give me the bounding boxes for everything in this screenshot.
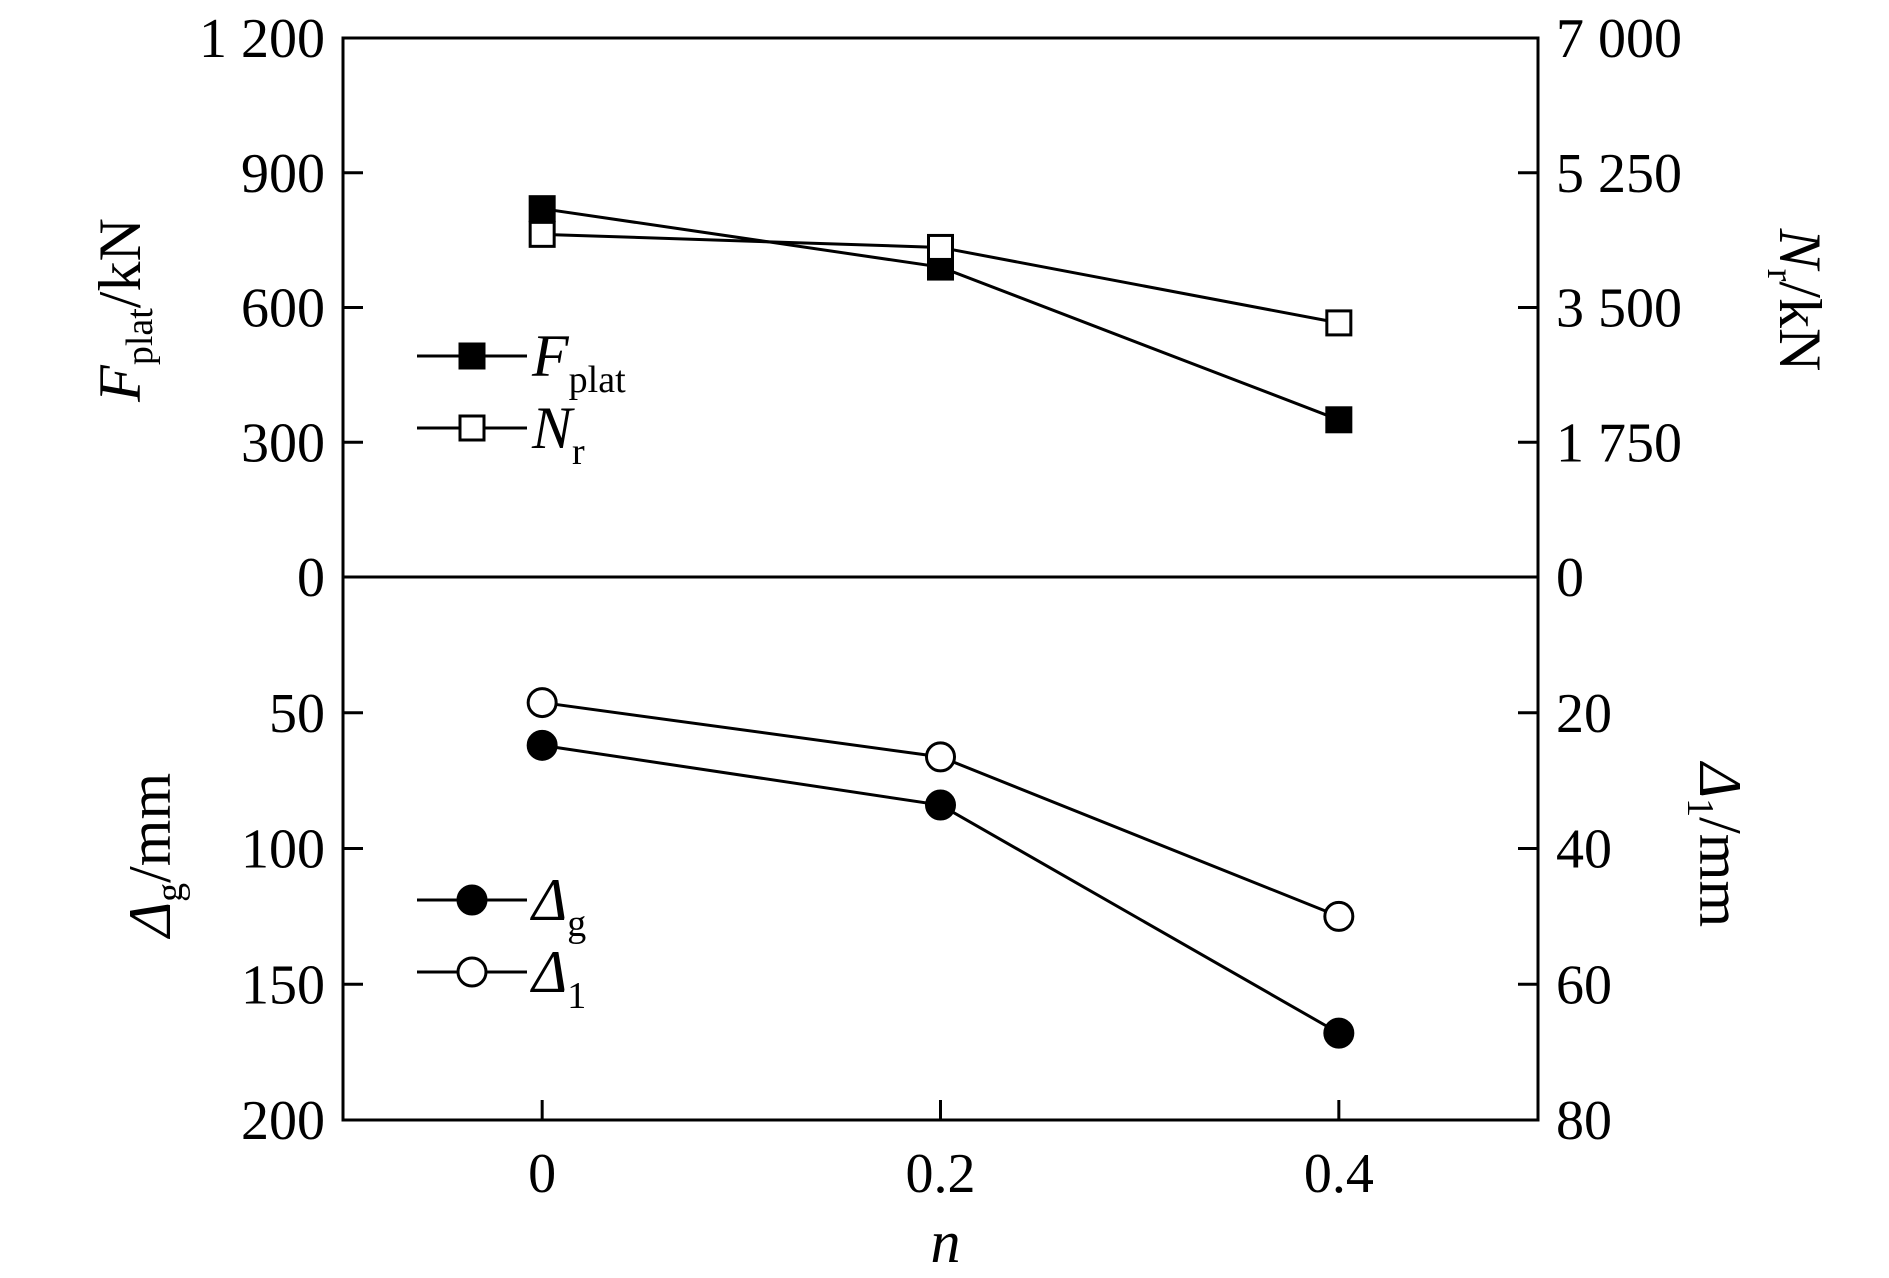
right-tick-label: 7 000	[1556, 8, 1682, 70]
right-axis-title-bottom: Δ1/mm	[1679, 761, 1753, 927]
right-axis-title-top: Nr/kN	[1759, 228, 1833, 372]
left-axis-title-top: Fplat/kN	[87, 218, 161, 403]
left-tick-label: 150	[241, 954, 325, 1016]
right-tick-label: 1 750	[1556, 412, 1682, 474]
bottom-legend-label: Δg	[530, 867, 586, 945]
left-tick-label: 900	[241, 143, 325, 205]
left-axis-title-bottom: Δg/mm	[117, 773, 191, 939]
data-point	[927, 233, 954, 261]
data-point	[528, 195, 556, 223]
right-tick-label: 20	[1556, 683, 1612, 745]
right-tick-label: 5 250	[1556, 143, 1682, 205]
left-tick-label: 200	[241, 1090, 325, 1152]
x-tick-label: 0.4	[1304, 1143, 1374, 1205]
data-point	[526, 687, 558, 719]
data-point	[925, 789, 956, 821]
left-tick-label: 50	[269, 683, 325, 745]
right-tick-label: 80	[1556, 1090, 1612, 1152]
left-tick-label: 600	[241, 278, 325, 340]
data-point	[526, 729, 558, 761]
data-point	[528, 220, 556, 248]
data-point	[1325, 406, 1353, 434]
bottom-legend-label: Δ1	[530, 939, 586, 1017]
top-legend-label: Nr	[531, 395, 585, 473]
left-tick-label: 300	[241, 412, 325, 474]
right-tick-label: 3 500	[1556, 278, 1682, 340]
data-point	[1323, 900, 1355, 932]
top-legend-marker	[458, 342, 486, 370]
right-tick-label: 60	[1556, 954, 1612, 1016]
right-tick-label: 0	[1556, 547, 1584, 609]
bottom-legend-marker	[456, 956, 488, 988]
x-tick-label: 0	[528, 1143, 556, 1205]
data-point	[1323, 1017, 1355, 1049]
bottom-legend-marker	[456, 884, 488, 916]
data-point	[925, 741, 956, 773]
left-tick-label: 0	[297, 547, 325, 609]
x-tick-label: 0.2	[906, 1143, 976, 1205]
data-point	[1325, 309, 1353, 337]
x-axis-label: n	[931, 1209, 961, 1275]
right-tick-label: 40	[1556, 819, 1612, 881]
left-tick-label: 100	[241, 819, 325, 881]
left-tick-label: 1 200	[199, 8, 325, 70]
top-legend-label: Fplat	[531, 323, 626, 401]
top-legend-marker	[458, 414, 486, 442]
